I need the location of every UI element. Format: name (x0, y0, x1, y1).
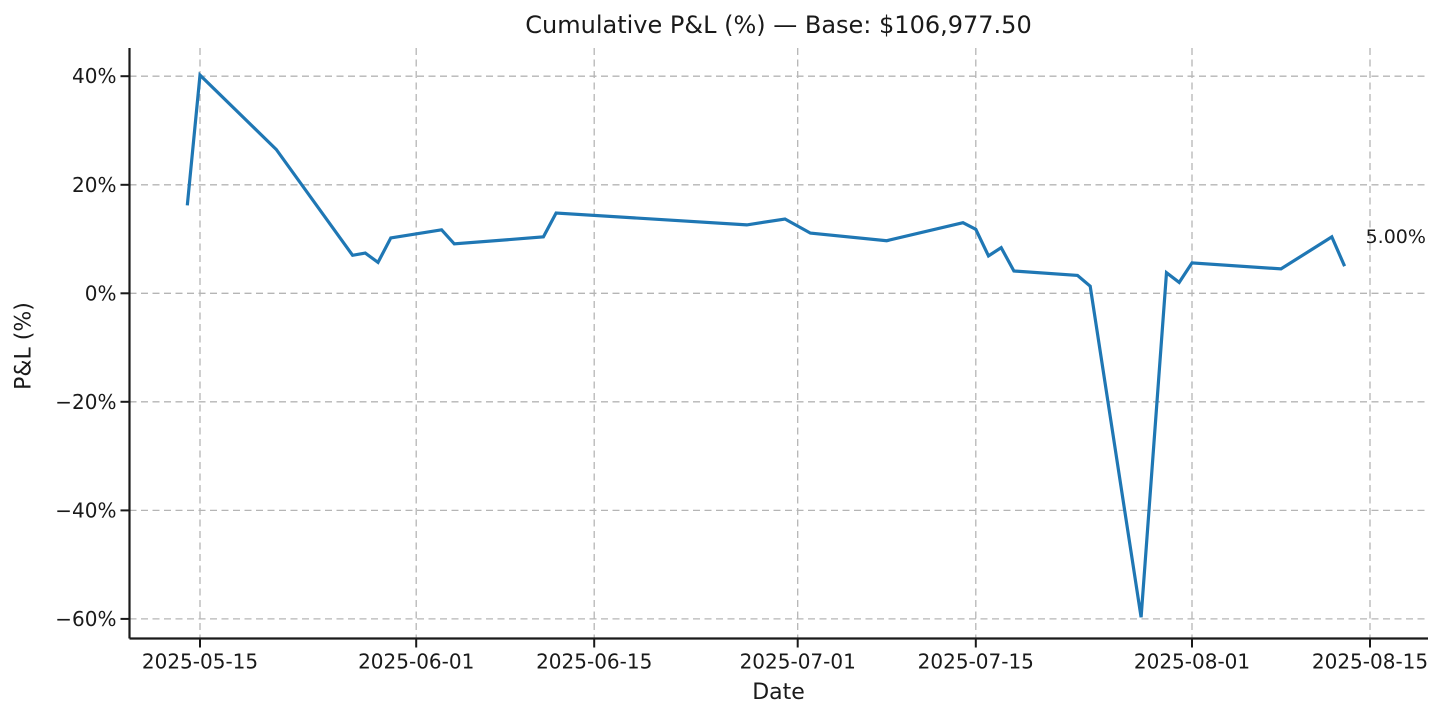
x-axis-label: Date (752, 680, 805, 705)
y-axis-label: P&L (%) (11, 302, 37, 390)
y-tick-label: −20% (55, 390, 116, 414)
x-tick-label: 2025-07-01 (740, 650, 856, 674)
y-tick-label: 0% (85, 281, 117, 305)
y-tick-label: 40% (72, 64, 116, 88)
y-tick-label: −60% (55, 607, 116, 631)
x-tick-label: 2025-08-15 (1312, 650, 1428, 674)
x-tick-label: 2025-06-15 (536, 650, 652, 674)
y-tick-label: 20% (72, 173, 116, 197)
chart-title: Cumulative P&L (%) — Base: $106,977.50 (525, 11, 1032, 39)
x-tick-label: 2025-07-15 (918, 650, 1034, 674)
x-tick-label: 2025-08-01 (1134, 650, 1250, 674)
pnl-line-series (185, 71, 1347, 618)
final-value-annotation: 5.00% (1365, 226, 1426, 249)
y-tick-label: −40% (55, 498, 116, 522)
x-tick-label: 2025-06-01 (358, 650, 474, 674)
x-tick-label: 2025-05-15 (142, 650, 258, 674)
